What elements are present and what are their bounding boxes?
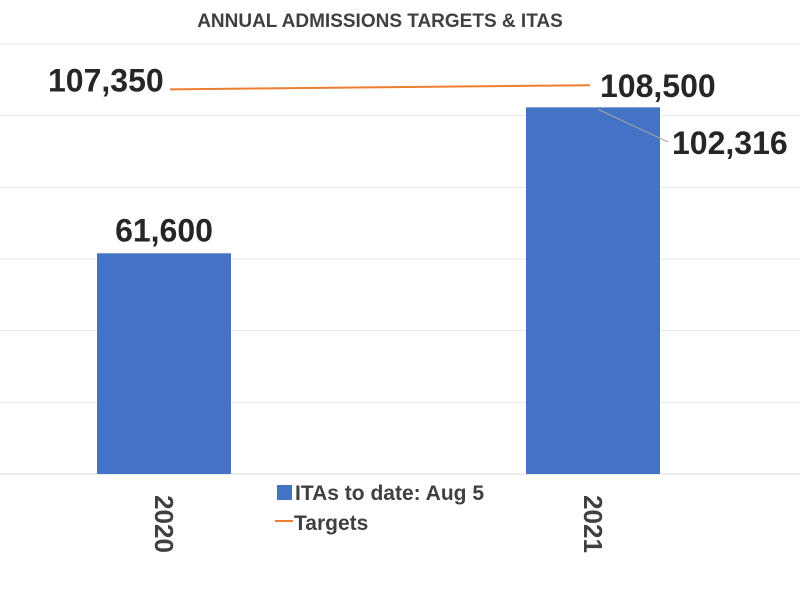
x-tick-label: 2020 bbox=[149, 495, 179, 553]
bar-layer bbox=[97, 107, 660, 474]
bar-data-label: 61,600 bbox=[115, 212, 213, 248]
legend-label: ITAs to date: Aug 5 bbox=[295, 482, 484, 505]
chart-title: ANNUAL ADMISSIONS TARGETS & ITAS bbox=[197, 11, 563, 32]
bar-2020 bbox=[97, 253, 231, 474]
legend-swatch-bar bbox=[277, 485, 292, 500]
bar-2021 bbox=[526, 107, 660, 474]
x-tick-label: 2021 bbox=[578, 495, 608, 553]
line-data-label: 108,500 bbox=[600, 68, 716, 104]
tick-layer: 2020 2021 bbox=[149, 495, 608, 553]
targets-line bbox=[169, 84, 591, 91]
legend: ITAs to date: Aug 5 Targets bbox=[275, 482, 484, 535]
legend-label: Targets bbox=[294, 512, 368, 535]
leader-line bbox=[597, 108, 669, 143]
label-layer: 61,600 102,316 107,350 108,500 bbox=[48, 62, 788, 248]
bar-data-label: 102,316 bbox=[672, 125, 788, 161]
line-layer bbox=[169, 84, 591, 91]
line-data-label: 107,350 bbox=[48, 62, 164, 98]
